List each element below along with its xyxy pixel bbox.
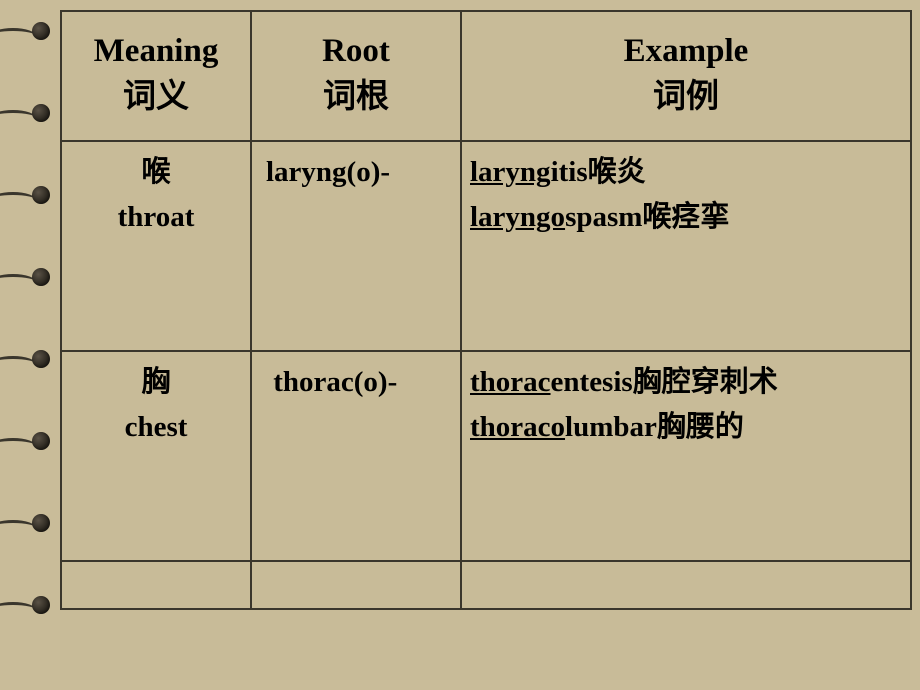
ring-hole xyxy=(0,104,48,186)
ring-hole xyxy=(0,350,48,432)
table-row-empty xyxy=(61,561,911,609)
empty-cell xyxy=(461,561,911,609)
ring-hole xyxy=(0,514,48,596)
ring-hole xyxy=(0,186,48,268)
cell-root: laryng(o)- xyxy=(251,141,461,351)
vocabulary-table: Meaning 词义 Root 词根 Example 词例 喉 throat xyxy=(60,10,912,610)
table-header-row: Meaning 词义 Root 词根 Example 词例 xyxy=(61,11,911,141)
example-cn: 胸腰的 xyxy=(657,411,744,443)
example-rest: entesis xyxy=(551,366,633,398)
example-item: thoracentesis胸腔穿刺术 xyxy=(470,360,900,405)
meaning-en: chest xyxy=(72,405,240,450)
example-underlined: laryngo xyxy=(470,201,565,233)
header-example-en: Example xyxy=(624,33,749,69)
empty-cell xyxy=(61,561,251,609)
example-item: thoracolumbar胸腰的 xyxy=(470,405,900,450)
ring-hole xyxy=(0,268,48,350)
example-cn: 喉痉挛 xyxy=(642,201,729,233)
example-cn: 胸腔穿刺术 xyxy=(633,366,778,398)
header-meaning-cn: 词义 xyxy=(68,74,244,120)
example-item: laryngospasm喉痉挛 xyxy=(470,195,900,240)
meaning-en: throat xyxy=(72,195,240,240)
table-row: 胸 chest thorac(o)- thoracentesis胸腔穿刺术 th… xyxy=(61,351,911,561)
example-underlined: thoraco xyxy=(470,411,565,443)
root-text: thorac(o)- xyxy=(273,366,397,398)
example-underlined: thorac xyxy=(470,366,551,398)
header-meaning-en: Meaning xyxy=(94,33,219,69)
meaning-cn: 胸 xyxy=(141,366,170,398)
cell-meaning: 胸 chest xyxy=(61,351,251,561)
spiral-binding xyxy=(0,0,48,690)
example-underlined: laryng xyxy=(470,156,551,188)
header-example-cn: 词例 xyxy=(468,74,904,120)
ring-hole xyxy=(0,596,48,678)
cell-meaning: 喉 throat xyxy=(61,141,251,351)
example-cn: 喉炎 xyxy=(588,156,646,188)
header-root: Root 词根 xyxy=(251,11,461,141)
notebook-page: Meaning 词义 Root 词根 Example 词例 喉 throat xyxy=(60,10,910,680)
example-rest: spasm xyxy=(565,201,642,233)
header-root-cn: 词根 xyxy=(258,74,454,120)
example-rest: lumbar xyxy=(565,411,657,443)
example-item: laryngitis喉炎 xyxy=(470,150,900,195)
example-rest: itis xyxy=(551,156,588,188)
meaning-cn: 喉 xyxy=(141,156,170,188)
root-text: laryng(o)- xyxy=(266,156,390,188)
empty-cell xyxy=(251,561,461,609)
header-meaning: Meaning 词义 xyxy=(61,11,251,141)
ring-hole xyxy=(0,22,48,104)
cell-example: thoracentesis胸腔穿刺术 thoracolumbar胸腰的 xyxy=(461,351,911,561)
table-row: 喉 throat laryng(o)- laryngitis喉炎 laryngo… xyxy=(61,141,911,351)
header-root-en: Root xyxy=(322,33,390,69)
ring-hole xyxy=(0,432,48,514)
header-example: Example 词例 xyxy=(461,11,911,141)
cell-root: thorac(o)- xyxy=(251,351,461,561)
cell-example: laryngitis喉炎 laryngospasm喉痉挛 xyxy=(461,141,911,351)
